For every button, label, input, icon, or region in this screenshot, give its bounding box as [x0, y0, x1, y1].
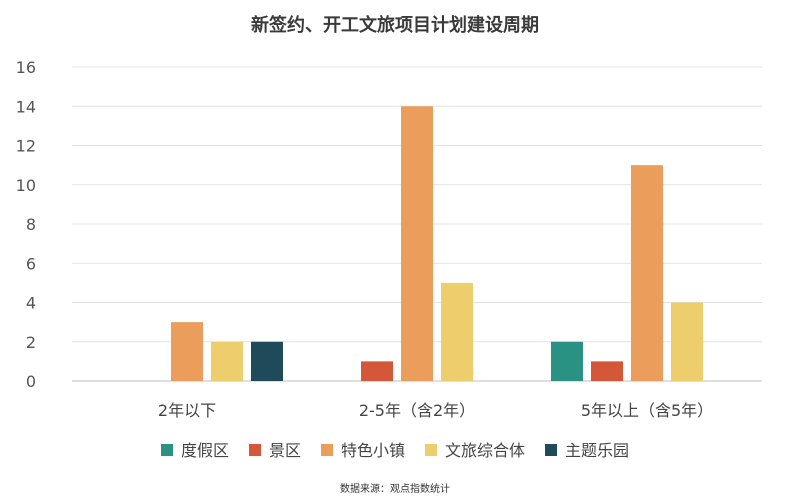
legend-swatch: [425, 444, 437, 456]
y-tick-label: 10: [16, 176, 36, 195]
legend-swatch: [321, 444, 333, 456]
bar: [211, 341, 243, 381]
x-tick-label: 2-5年（含2年）: [359, 401, 475, 420]
y-tick-label: 2: [26, 333, 36, 352]
x-tick-label: 5年以上（含5年）: [581, 401, 713, 420]
legend-swatch: [249, 444, 261, 456]
legend-label: 度假区: [181, 441, 229, 460]
bar: [441, 282, 473, 381]
y-tick-label: 0: [26, 372, 36, 391]
y-axis: 0 2 4 6 8 10 12 14 16: [16, 58, 36, 391]
bar: [171, 322, 203, 381]
legend-label: 文旅综合体: [445, 441, 525, 460]
bar: [631, 165, 663, 381]
y-tick-label: 16: [16, 58, 36, 77]
legend-label: 特色小镇: [341, 441, 405, 460]
x-tick-label: 2年以下: [158, 401, 216, 420]
x-axis: 2年以下 2-5年（含2年） 5年以上（含5年）: [158, 401, 713, 420]
bar: [251, 341, 283, 381]
y-tick-label: 4: [26, 294, 36, 313]
y-tick-label: 8: [26, 215, 36, 234]
y-tick-label: 6: [26, 254, 36, 273]
data-source-note: 数据来源：观点指数统计: [340, 482, 450, 495]
legend-label: 景区: [269, 441, 301, 460]
legend-swatch: [545, 444, 557, 456]
bar: [591, 361, 623, 381]
legend-label: 主题乐园: [565, 441, 629, 460]
bar: [671, 302, 703, 381]
bar: [401, 106, 433, 381]
legend-swatch: [161, 444, 173, 456]
y-tick-label: 12: [16, 137, 36, 156]
legend: 度假区 景区 特色小镇 文旅综合体 主题乐园: [161, 441, 629, 460]
bars: [171, 106, 703, 381]
bar: [551, 341, 583, 381]
chart-title: 新签约、开工文旅项目计划建设周期: [251, 14, 539, 36]
bar: [361, 361, 393, 381]
y-tick-label: 14: [16, 97, 36, 116]
